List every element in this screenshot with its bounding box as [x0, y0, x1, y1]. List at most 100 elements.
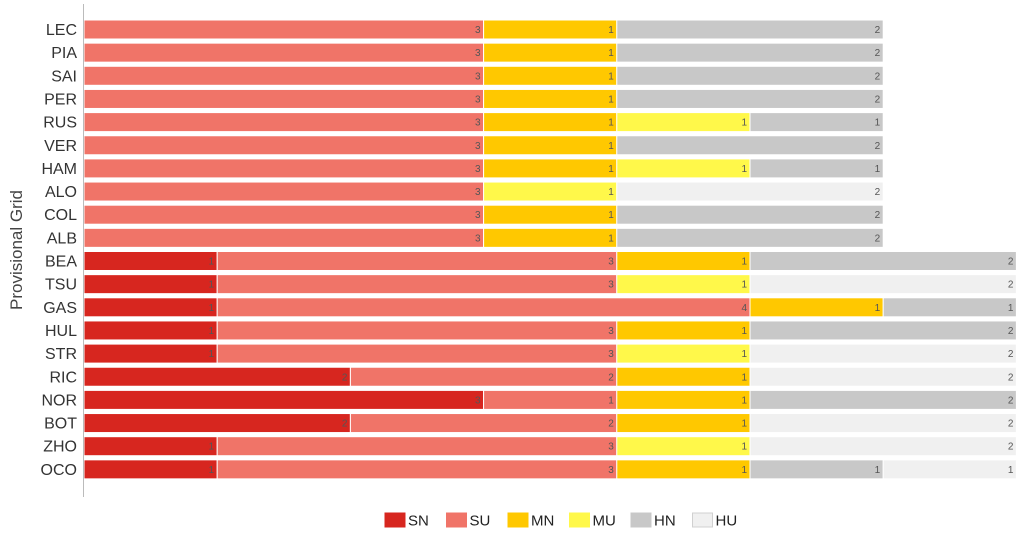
bar-value-label: 2 — [608, 419, 614, 430]
bar-segment-su — [83, 42, 485, 63]
bar-segment-su — [216, 274, 618, 295]
bar-segment-sn — [83, 251, 218, 271]
bar-value-label: 3 — [608, 442, 614, 453]
bar-value-label: 1 — [741, 257, 747, 268]
bar-value-label: 2 — [1008, 372, 1014, 383]
bar-segment-su — [83, 112, 485, 133]
bar-value-label: 1 — [1008, 465, 1014, 476]
bar-segment-mn — [483, 88, 618, 109]
bar-value-label: 3 — [608, 349, 614, 360]
bar-value-label: 1 — [608, 118, 614, 129]
bar-segment-hu — [882, 459, 1017, 480]
bar-value-label: 2 — [342, 372, 348, 383]
bar-segment-mn — [749, 297, 884, 318]
legend-swatch-sn — [384, 512, 406, 528]
bar-value-label: 2 — [875, 48, 881, 59]
bar-segment-su — [83, 19, 485, 40]
bar-value-label: 1 — [209, 257, 215, 268]
y-tick-label: SAI — [51, 68, 77, 85]
y-tick-label: GAS — [43, 300, 77, 317]
y-tick-label: NOR — [41, 392, 77, 409]
bar-value-label: 3 — [475, 187, 481, 198]
bar-value-label: 2 — [1008, 326, 1014, 337]
y-tick-label: BEA — [45, 254, 77, 271]
bar-value-label: 1 — [741, 326, 747, 337]
bar-value-label: 1 — [875, 164, 881, 175]
bar-segment-sn — [83, 343, 218, 364]
y-tick-label: PER — [44, 91, 77, 108]
y-axis-ticks: LEC PIA SAI PER RUS VER HAM ALO COL ALB BEA TSU GAS H… — [41, 22, 78, 479]
bar-segment-sn — [83, 413, 351, 434]
bar-value-label: 2 — [1008, 442, 1014, 453]
bar-segment-sn — [83, 389, 485, 410]
bar-segment-hn — [616, 204, 884, 225]
bar-value-label: 3 — [475, 94, 481, 105]
y-tick-label: ALO — [45, 184, 77, 201]
bar-segment-mn — [483, 158, 618, 179]
bar-value-label: 1 — [608, 94, 614, 105]
bar-segment-mn — [483, 65, 618, 86]
bar-value-label: 1 — [608, 233, 614, 244]
bar-value-label: 3 — [475, 395, 481, 406]
bar-value-label: 1 — [741, 118, 747, 129]
y-tick-label: RUS — [43, 115, 77, 132]
y-tick-label: TSU — [45, 277, 77, 294]
legend-label-su: SU — [470, 513, 491, 530]
bar-value-label: 1 — [875, 118, 881, 129]
bar-value-label: 2 — [875, 25, 881, 36]
bar-value-label: 2 — [342, 419, 348, 430]
bar-value-label: 2 — [875, 71, 881, 82]
bar-segment-su — [216, 297, 751, 318]
bar-value-label: 2 — [1008, 395, 1014, 406]
bar-value-label: 1 — [608, 395, 614, 406]
bar-segment-hn — [749, 158, 884, 179]
bar-value-label: 1 — [209, 465, 215, 476]
bar-segment-hn — [749, 251, 1017, 271]
bar-segment-mn — [483, 204, 618, 225]
bar-value-label: 1 — [741, 395, 747, 406]
bar-value-label: 1 — [608, 25, 614, 36]
legend-label-hu: HU — [716, 513, 738, 530]
bar-value-label: 2 — [608, 372, 614, 383]
bar-value-label: 1 — [209, 280, 215, 291]
bar-value-label: 1 — [209, 303, 215, 314]
bar-segment-mu — [616, 343, 751, 364]
bar-value-label: 3 — [475, 233, 481, 244]
legend-label-mn: MN — [531, 513, 554, 530]
legend-swatch-mn — [507, 512, 529, 528]
bar-segment-su — [216, 459, 618, 480]
bar-segment-hn — [616, 42, 884, 63]
legend-swatch-mu — [569, 512, 590, 528]
legend-label-mu: MU — [593, 513, 616, 530]
bar-segment-hn — [882, 297, 1017, 318]
bar-value-label: 3 — [475, 141, 481, 152]
legend-swatch-su — [446, 512, 467, 528]
bar-segment-mu — [616, 436, 751, 457]
bar-value-label: 2 — [875, 233, 881, 244]
y-axis-label: Provisional Grid — [7, 190, 26, 310]
bar-segment-mn — [483, 112, 618, 133]
bar-segment-su — [83, 181, 485, 202]
bar-segment-sn — [83, 366, 351, 387]
y-tick-label: ALB — [47, 230, 77, 247]
bar-segment-su — [216, 343, 618, 364]
bar-value-label: 1 — [741, 280, 747, 291]
bar-value-label: 1 — [875, 465, 881, 476]
y-tick-label: OCO — [41, 462, 77, 479]
bar-value-label: 1 — [875, 303, 881, 314]
bar-value-label: 3 — [475, 48, 481, 59]
bar-value-label: 3 — [608, 465, 614, 476]
bar-segment-su — [83, 88, 485, 109]
bar-value-label: 3 — [608, 280, 614, 291]
bar-value-label: 1 — [1008, 303, 1014, 314]
bar-value-label: 3 — [608, 257, 614, 268]
bar-segment-hu — [749, 413, 1017, 434]
bar-value-label: 3 — [475, 210, 481, 221]
bar-segment-su — [83, 227, 485, 248]
bar-value-label: 3 — [475, 71, 481, 82]
bar-segment-hu — [749, 343, 1017, 364]
bar-segment-su — [216, 436, 618, 457]
bar-segment-mn — [616, 413, 751, 434]
bar-segment-mu — [616, 112, 751, 133]
